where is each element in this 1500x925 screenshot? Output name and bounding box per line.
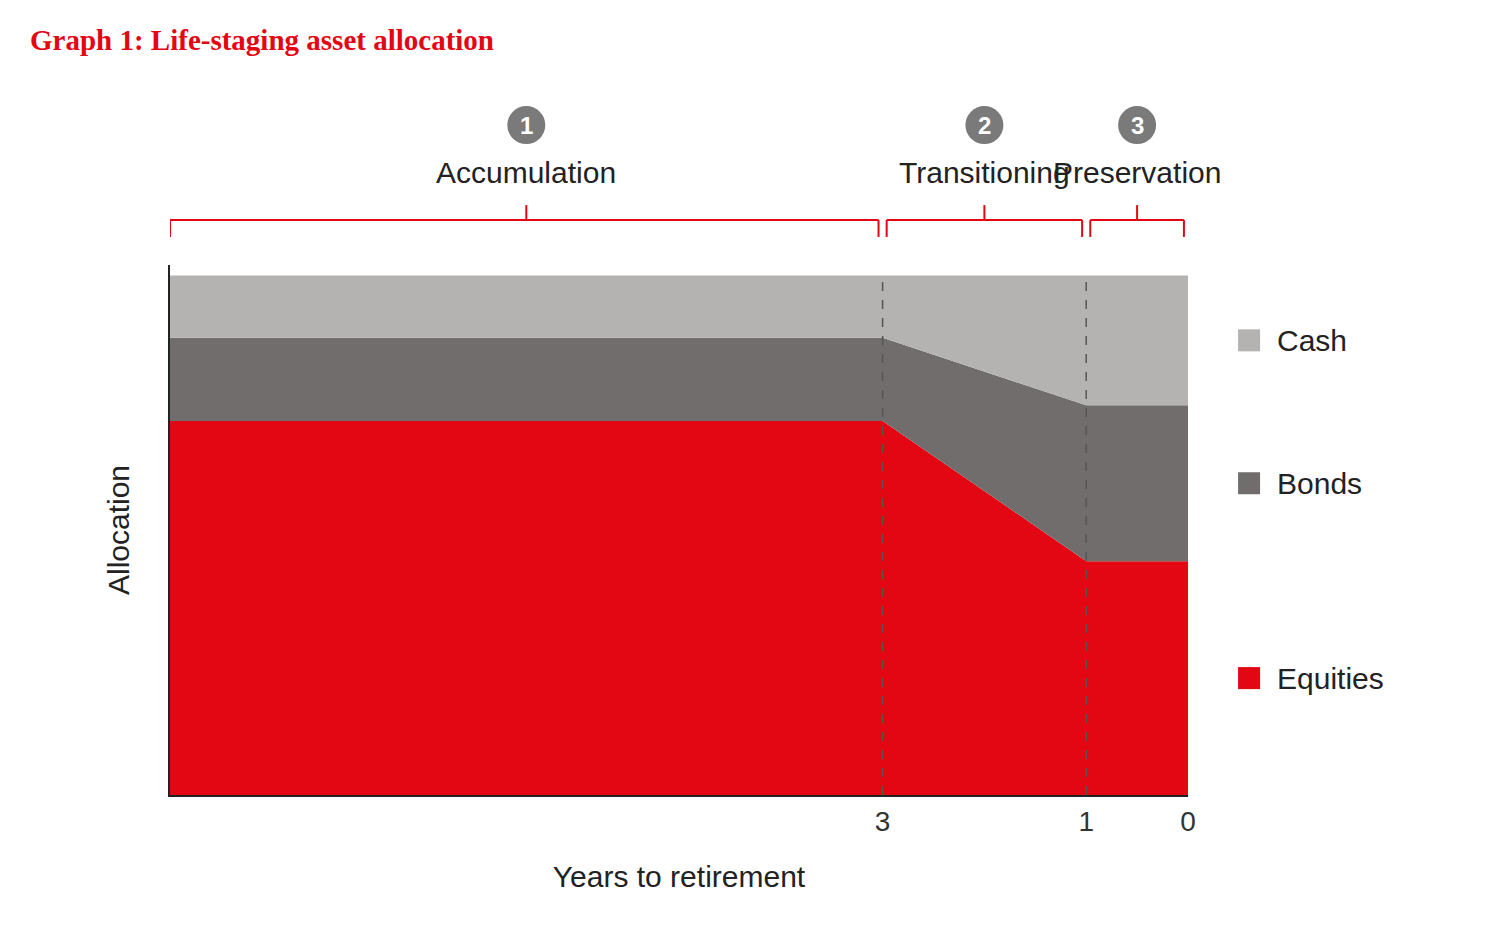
svg-text:0: 0 [1180,806,1196,837]
svg-text:Years to retirement: Years to retirement [553,860,806,893]
svg-text:Equities: Equities [1277,662,1384,695]
svg-text:3: 3 [875,806,891,837]
svg-text:Accumulation: Accumulation [436,156,616,189]
svg-text:Transitioning: Transitioning [899,156,1070,189]
svg-text:2: 2 [978,112,991,139]
svg-text:Graph 1: Life-staging asset al: Graph 1: Life-staging asset allocation [30,24,494,56]
svg-text:Preservation: Preservation [1053,156,1221,189]
svg-text:1: 1 [1078,806,1094,837]
svg-text:Cash: Cash [1277,324,1347,357]
svg-text:Allocation: Allocation [102,465,135,595]
svg-text:Bonds: Bonds [1277,467,1362,500]
svg-text:1: 1 [520,112,533,139]
svg-text:3: 3 [1131,112,1144,139]
